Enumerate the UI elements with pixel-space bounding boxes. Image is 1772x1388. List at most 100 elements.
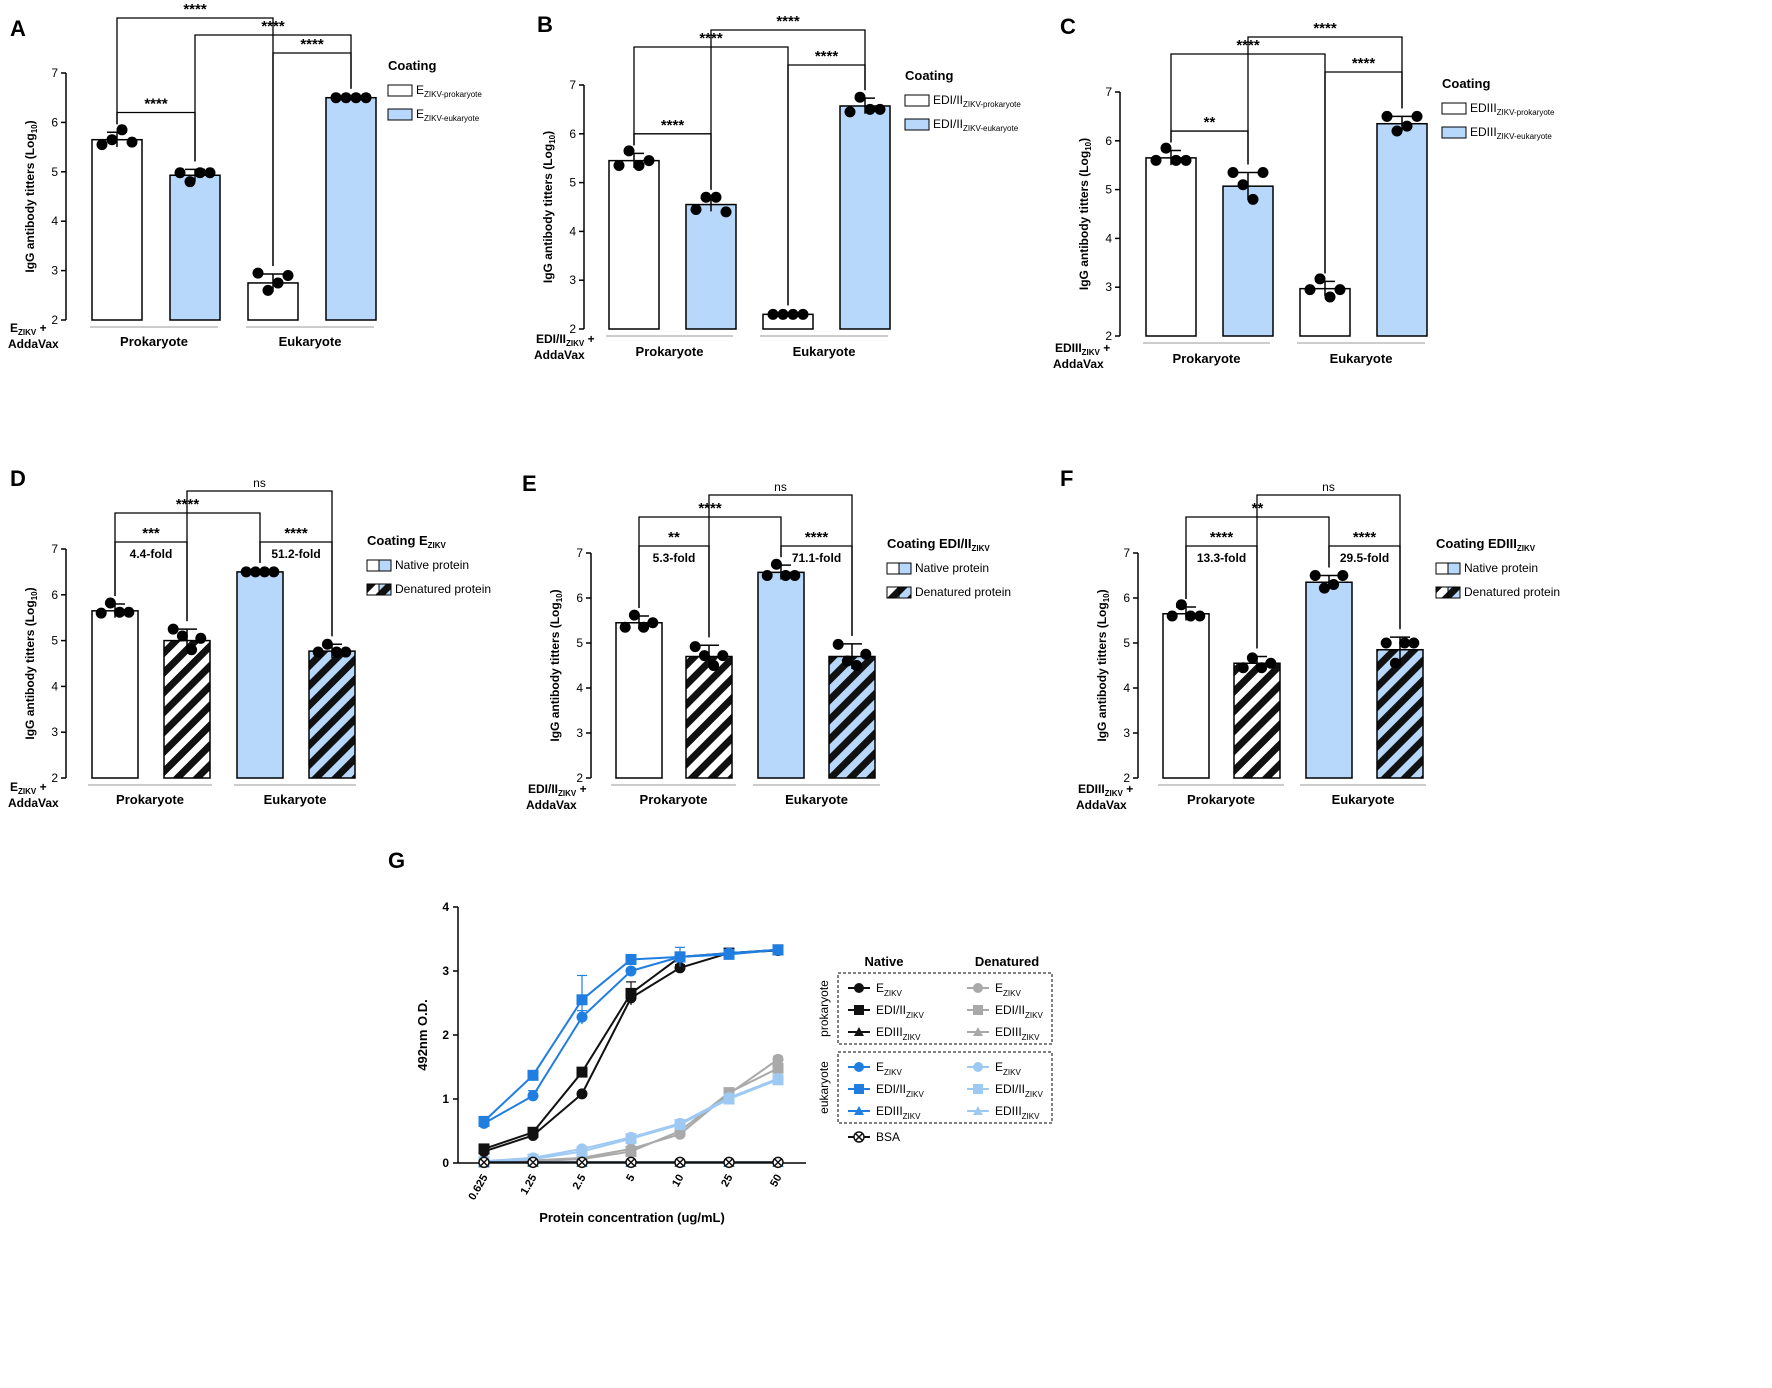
y-tick-label: 2 — [569, 322, 576, 336]
legend: Coating EDI/IIZIKV Native protein Denature… — [886, 536, 1011, 599]
data-point — [1391, 125, 1403, 137]
legend: Coating EDIIIZIKV-prokaryote EDIIIZIKV-euk… — [1441, 76, 1555, 141]
bracket-line — [259, 541, 333, 637]
bracket-line — [272, 52, 352, 267]
bar — [163, 639, 211, 779]
data-point — [625, 953, 637, 965]
legend-marker — [854, 983, 864, 993]
legend-swatch — [378, 583, 392, 596]
bracket-line — [780, 545, 853, 636]
category-label: Eukaryote — [279, 334, 342, 349]
y-tick-label: 6 — [1123, 591, 1130, 605]
data-point — [772, 1062, 784, 1074]
x-tick-label: 25 — [719, 1173, 736, 1190]
legend-swatch — [904, 94, 930, 107]
y-tick-label: 4 — [51, 214, 58, 228]
data-point — [761, 570, 773, 581]
category-label: Eukaryote — [1330, 351, 1393, 366]
y-tick-label: 3 — [51, 725, 58, 739]
y-tick-label: 6 — [51, 115, 58, 129]
data-point — [1175, 599, 1187, 611]
data-point — [262, 284, 274, 296]
legend-header: Native — [864, 954, 903, 969]
legend-marker — [973, 1027, 983, 1036]
bar — [169, 174, 221, 321]
category-label: Prokaryote — [1173, 351, 1241, 366]
series-path — [483, 948, 779, 1150]
data-point — [844, 106, 856, 118]
y-tick-label: 2 — [51, 771, 58, 785]
data-point — [851, 660, 863, 671]
significance-stars: **** — [699, 30, 723, 47]
legend-swatch — [898, 562, 912, 575]
data-point — [360, 92, 372, 104]
data-point — [720, 206, 732, 218]
data-point — [723, 1093, 735, 1105]
data-point — [576, 994, 588, 1006]
data-point — [674, 951, 686, 963]
legend-label: EDIIIZIKV — [995, 1025, 1040, 1042]
data-point — [674, 1119, 686, 1131]
significance-bracket: **** 71.1-fold — [780, 529, 853, 636]
data-point — [710, 191, 722, 203]
adjuvant-label: AddaVax — [526, 798, 577, 812]
y-axis-label: IgG antibody titters (Log10) — [548, 589, 564, 741]
y-axis-label: IgG antibody titters (Log10) — [1077, 138, 1093, 290]
data-point — [1257, 167, 1269, 179]
data-point — [204, 167, 216, 179]
significance-stars: **** — [698, 500, 722, 517]
y-tick-label: 5 — [569, 176, 576, 190]
data-point — [643, 155, 655, 167]
category-label: Eukaryote — [785, 792, 848, 807]
data-point — [1166, 610, 1178, 622]
data-point — [625, 965, 637, 977]
data-point — [1265, 657, 1277, 669]
significance-bracket: *** 4.4-fold — [114, 525, 188, 622]
data-point — [96, 139, 108, 151]
bar — [1222, 185, 1274, 337]
panel-a: A 2 3 4 5 6 7 IgG antibody titters (Log10) Proka… — [8, 1, 482, 351]
category-label: Eukaryote — [264, 792, 327, 807]
data-point — [184, 176, 196, 188]
bar — [236, 571, 284, 779]
data-point — [689, 641, 701, 653]
legend-title: Coating — [1442, 76, 1490, 91]
data-point — [1309, 570, 1321, 581]
legend: Coating EZIKV-prokaryote EZIKV-eukaryote — [387, 58, 482, 123]
y-tick-label: 7 — [576, 546, 583, 560]
legend-label: EDIIIZIKV-eukaryote — [1470, 125, 1552, 141]
bracket-line — [114, 541, 188, 622]
data-point — [104, 597, 116, 609]
legend-label: EDI/IIZIKV-prokaryote — [933, 93, 1021, 109]
data-point — [478, 1115, 490, 1127]
legend-label: EDIIIZIKV — [876, 1104, 921, 1121]
category-label: Prokaryote — [120, 334, 188, 349]
y-tick-label: 0 — [442, 1156, 449, 1170]
bracket-line — [787, 64, 866, 306]
y-tick-label: 2 — [442, 1028, 449, 1042]
legend-swatch — [378, 559, 392, 572]
bar-panels: A 2 3 4 5 6 7 IgG antibody titters (Log10) Proka… — [8, 1, 1560, 812]
panel-label: F — [1060, 466, 1073, 491]
data-point — [195, 632, 207, 644]
data-point — [527, 1126, 539, 1138]
fold-change-label: 4.4-fold — [130, 547, 173, 561]
legend-label: EDIIIZIKV-prokaryote — [1470, 101, 1555, 117]
y-tick-label: 4 — [576, 681, 583, 695]
legend-swatch — [1447, 562, 1461, 575]
data-point — [1318, 582, 1330, 594]
legend-label: EDI/IIZIKV — [876, 1082, 924, 1099]
data-point — [576, 1156, 588, 1169]
y-tick-label: 2 — [1123, 771, 1130, 785]
significance-bracket: **** — [633, 117, 712, 190]
data-point — [772, 944, 784, 956]
legend-title: Coating EZIKV — [367, 533, 447, 550]
data-point — [1237, 662, 1249, 674]
legend-marker — [854, 1084, 864, 1094]
y-tick-label: 6 — [1105, 134, 1112, 148]
data-point — [698, 650, 710, 662]
legend-label: Denatured protein — [1464, 585, 1560, 599]
legend-swatch — [1441, 126, 1467, 139]
legend-label: EDI/IIZIKV — [876, 1003, 924, 1020]
legend-group-label: prokaryote — [817, 980, 831, 1037]
